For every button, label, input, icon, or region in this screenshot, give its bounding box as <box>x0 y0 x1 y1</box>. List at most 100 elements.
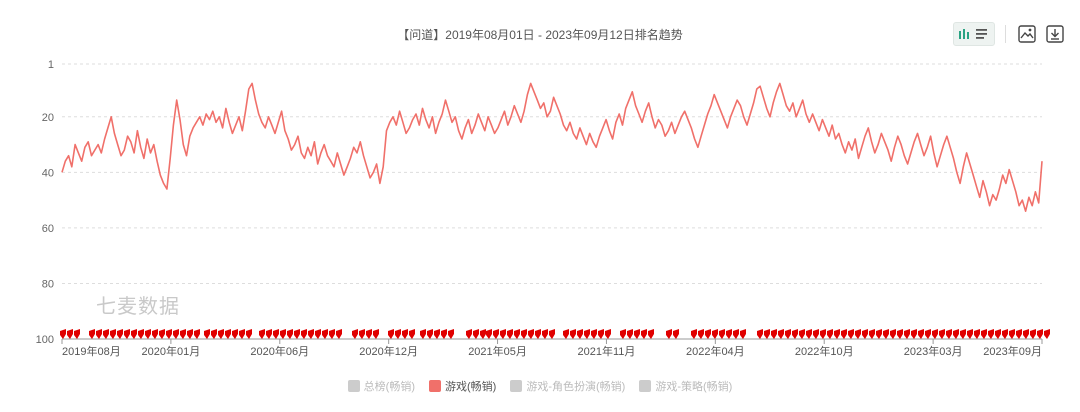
rank-marker <box>131 329 137 339</box>
rank-marker <box>848 329 854 339</box>
rank-marker <box>869 329 875 339</box>
rank-marker <box>577 329 583 339</box>
rank-marker <box>308 329 314 339</box>
y-tick-label: 100 <box>36 334 54 346</box>
rank-marker <box>960 329 966 339</box>
rank-marker <box>280 329 286 339</box>
rank-marker <box>448 329 454 339</box>
rank-marker <box>266 329 272 339</box>
series-line-games-grossing <box>61 82 1043 212</box>
rank-marker <box>434 329 440 339</box>
rank-marker <box>820 329 826 339</box>
rank-marker <box>466 329 472 339</box>
rank-marker <box>890 329 896 339</box>
rank-marker <box>301 329 307 339</box>
rank-marker <box>67 329 73 339</box>
rank-marker <box>420 329 426 339</box>
rank-marker <box>726 329 732 339</box>
rank-marker <box>486 329 492 339</box>
legend-item-1[interactable]: 游戏(畅销) <box>429 378 496 394</box>
rank-marker <box>591 329 597 339</box>
rank-marker <box>563 329 569 339</box>
rank-marker <box>673 329 679 339</box>
rank-marker <box>473 329 479 339</box>
legend-swatch <box>429 380 441 392</box>
rank-marker <box>204 329 210 339</box>
rank-marker <box>925 329 931 339</box>
y-tick-label: 1 <box>48 59 54 71</box>
rank-marker <box>799 329 805 339</box>
rank-marker <box>542 329 548 339</box>
rank-marker <box>946 329 952 339</box>
rank-marker <box>427 329 433 339</box>
save-image-icon <box>1018 25 1036 43</box>
rank-marker <box>974 329 980 339</box>
x-tick-label: 2023年03月 <box>904 344 963 358</box>
rank-marker <box>981 329 987 339</box>
legend-item-0[interactable]: 总榜(畅销) <box>347 378 415 394</box>
rank-marker <box>187 329 193 339</box>
rank-marker <box>806 329 812 339</box>
rank-marker <box>691 329 697 339</box>
rank-marker <box>1016 329 1022 339</box>
rank-marker <box>89 329 95 339</box>
rank-marker <box>117 329 123 339</box>
rank-marker <box>211 329 217 339</box>
legend-item-2[interactable]: 游戏-角色扮演(畅销) <box>510 378 625 394</box>
chart-title: 【问道】2019年08月01日 - 2023年09月12日排名趋势 <box>397 28 683 42</box>
rank-marker <box>841 329 847 339</box>
y-axis: 1 20 40 60 80 100 <box>36 59 54 346</box>
legend-label: 游戏-角色扮演(畅销) <box>526 381 626 393</box>
rank-marker <box>733 329 739 339</box>
rank-marker <box>605 329 611 339</box>
rank-marker <box>634 329 640 339</box>
rank-marker <box>911 329 917 339</box>
rank-marker <box>827 329 833 339</box>
x-tick-label: 2021年11月 <box>577 344 635 358</box>
save-image-button[interactable] <box>1016 23 1038 45</box>
x-axis: 2019年08月 2020年01月 2020年06月 2020年12月 2021年05月… <box>61 339 1043 358</box>
rank-marker <box>246 329 252 339</box>
rank-marker <box>232 329 238 339</box>
rank-marker <box>152 329 158 339</box>
rank-marker <box>939 329 945 339</box>
rank-marker <box>366 329 372 339</box>
rank-marker <box>620 329 626 339</box>
rank-marker <box>834 329 840 339</box>
rank-marker <box>521 329 527 339</box>
rank-marker <box>273 329 279 339</box>
rank-marker <box>584 329 590 339</box>
chart-type-toggle[interactable] <box>953 22 995 46</box>
rank-marker <box>740 329 746 339</box>
rank-marker <box>287 329 293 339</box>
legend-swatch <box>347 380 360 392</box>
rank-marker <box>813 329 819 339</box>
download-icon <box>1046 25 1064 43</box>
chart-grid <box>62 63 1042 340</box>
rank-marker <box>180 329 186 339</box>
rank-marker <box>764 329 770 339</box>
rank-marker <box>897 329 903 339</box>
download-button[interactable] <box>1044 23 1066 45</box>
x-tick-label: 2021年05月 <box>468 344 527 358</box>
rank-marker <box>395 329 401 339</box>
rank-marker <box>441 329 447 339</box>
rank-marker <box>329 329 335 339</box>
rank-marker <box>74 329 80 339</box>
chart-toolbar <box>953 22 1066 46</box>
rank-marker <box>792 329 798 339</box>
rank-marker <box>225 329 231 339</box>
rank-marker <box>336 329 342 339</box>
rank-marker <box>1037 329 1043 339</box>
rank-marker <box>507 329 513 339</box>
rank-marker <box>757 329 763 339</box>
legend-swatch <box>639 380 652 392</box>
rank-marker <box>528 329 534 339</box>
legend-item-3[interactable]: 游戏-策略(畅销) <box>639 378 732 394</box>
rank-marker <box>648 329 654 339</box>
rank-marker <box>218 329 224 339</box>
rank-marker <box>778 329 784 339</box>
rank-marker <box>402 329 408 339</box>
